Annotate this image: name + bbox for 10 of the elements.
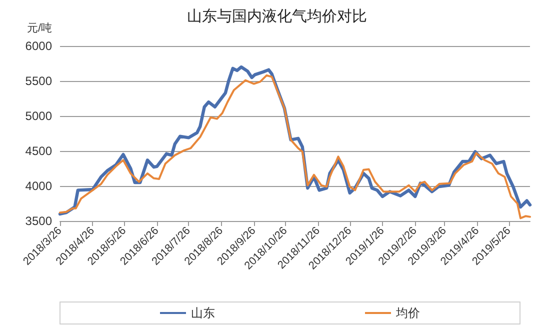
y-tick-label: 3500 — [25, 214, 52, 228]
y-axis-title: 元/吨 — [26, 22, 52, 34]
y-tick-label: 6000 — [25, 39, 52, 53]
y-tick-label: 5500 — [25, 74, 52, 88]
chart-title: 山东与国内液化气均价对比 — [187, 8, 367, 25]
legend-label: 山东 — [191, 306, 215, 320]
legend-label: 均价 — [395, 306, 420, 320]
y-tick-label: 4500 — [25, 144, 52, 158]
y-tick-label: 4000 — [25, 179, 52, 193]
y-tick-label: 5000 — [25, 109, 52, 123]
